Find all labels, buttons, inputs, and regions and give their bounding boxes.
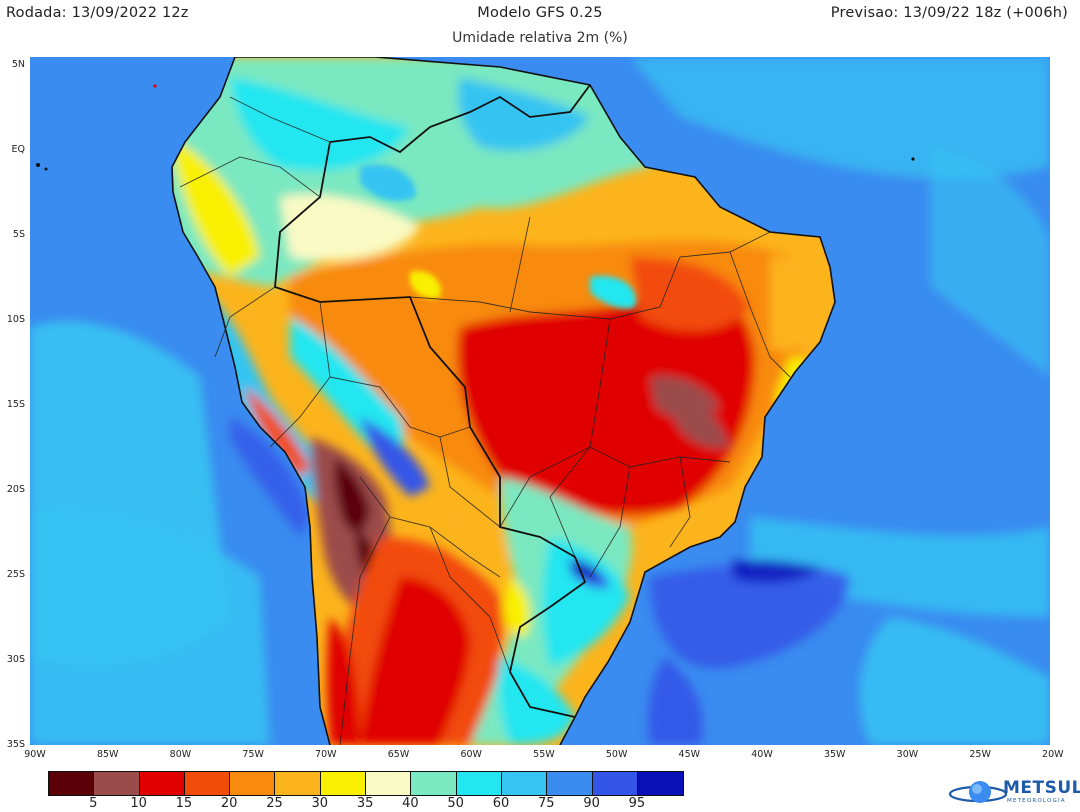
colorbar-swatch [184, 772, 231, 795]
colorbar-swatch [637, 772, 684, 795]
colorbar-swatch [501, 772, 548, 795]
longitude-label: 20W [1042, 749, 1064, 760]
longitude-label: 75W [242, 749, 264, 760]
model-label: Modelo GFS 0.25 [477, 5, 603, 21]
globe-swoosh-icon [948, 781, 1008, 803]
island-marker [911, 157, 915, 161]
colorbar-swatch [139, 772, 185, 795]
colorbar-tick-label: 5 [89, 796, 98, 811]
humidity-map [30, 57, 1050, 745]
latitude-label: 35S [6, 739, 25, 750]
longitude-label: 90W [24, 749, 46, 760]
latitude-label: 30S [6, 654, 25, 665]
longitude-label: 25W [969, 749, 991, 760]
longitude-label: 50W [605, 749, 628, 760]
colorbar-swatch [94, 772, 140, 795]
longitude-label: 30W [896, 749, 919, 760]
galapagos-island [44, 167, 48, 171]
colorbar-tick-label: 20 [220, 796, 238, 811]
longitude-label: 85W [96, 749, 119, 760]
logo-name: METSUL [1003, 778, 1080, 798]
latitude-label: 25S [6, 569, 25, 580]
colorbar-swatch [320, 772, 367, 795]
colorbar-tick-label: 50 [447, 796, 464, 811]
latitude-label: 5N [11, 59, 25, 70]
state-borders [179, 96, 791, 745]
colorbar-tick-label: 95 [628, 796, 646, 811]
colorbar-tick-label: 60 [492, 796, 510, 811]
colorbar-swatch [547, 772, 593, 795]
run-label: Rodada: 13/09/2022 12z [6, 5, 189, 21]
colorbar-swatch [275, 772, 321, 795]
colorbar-swatch [49, 772, 95, 795]
colorbar-tick-label: 25 [266, 796, 283, 811]
ocean-humidity-patches [30, 57, 1050, 745]
colorbar-swatch [230, 772, 276, 795]
longitude-label: 70W [315, 749, 337, 760]
galapagos-island [36, 163, 40, 167]
latitude-label: 20S [6, 484, 25, 495]
latitude-label: 5S [12, 229, 25, 240]
variable-label: Umidade relativa 2m (%) [452, 30, 628, 46]
longitude-label: 55W [533, 749, 555, 760]
colorbar-swatch [456, 772, 502, 795]
colorbar-tick-label: 40 [402, 796, 419, 811]
colorbar [48, 771, 685, 796]
colorbar-tick-label: 35 [356, 796, 374, 811]
colorbar-swatch [366, 772, 412, 795]
colorbar-swatch [411, 772, 457, 795]
colorbar-tick-label: 90 [583, 796, 600, 811]
latitude-label: 10S [6, 314, 25, 325]
island-marker [153, 84, 157, 88]
longitude-label: 65W [387, 749, 410, 760]
colorbar-swatch [592, 772, 638, 795]
coastline [171, 57, 836, 745]
longitude-label: 60W [460, 749, 482, 760]
logo-subtitle: METEOROLOGIA [1007, 798, 1066, 804]
forecast-label: Previsao: 13/09/22 18z (+006h) [830, 5, 1068, 21]
latitude-label: 15S [6, 399, 25, 410]
colorbar-tick-label: 15 [175, 796, 193, 811]
longitude-label: 40W [751, 749, 773, 760]
longitude-label: 45W [678, 749, 701, 760]
colorbar-tick-label: 75 [538, 796, 555, 811]
longitude-label: 35W [823, 749, 846, 760]
colorbar-tick-label: 30 [311, 796, 329, 811]
latitude-label: EQ [11, 144, 25, 155]
longitude-label: 80W [169, 749, 192, 760]
colorbar-tick-label: 10 [130, 796, 147, 811]
